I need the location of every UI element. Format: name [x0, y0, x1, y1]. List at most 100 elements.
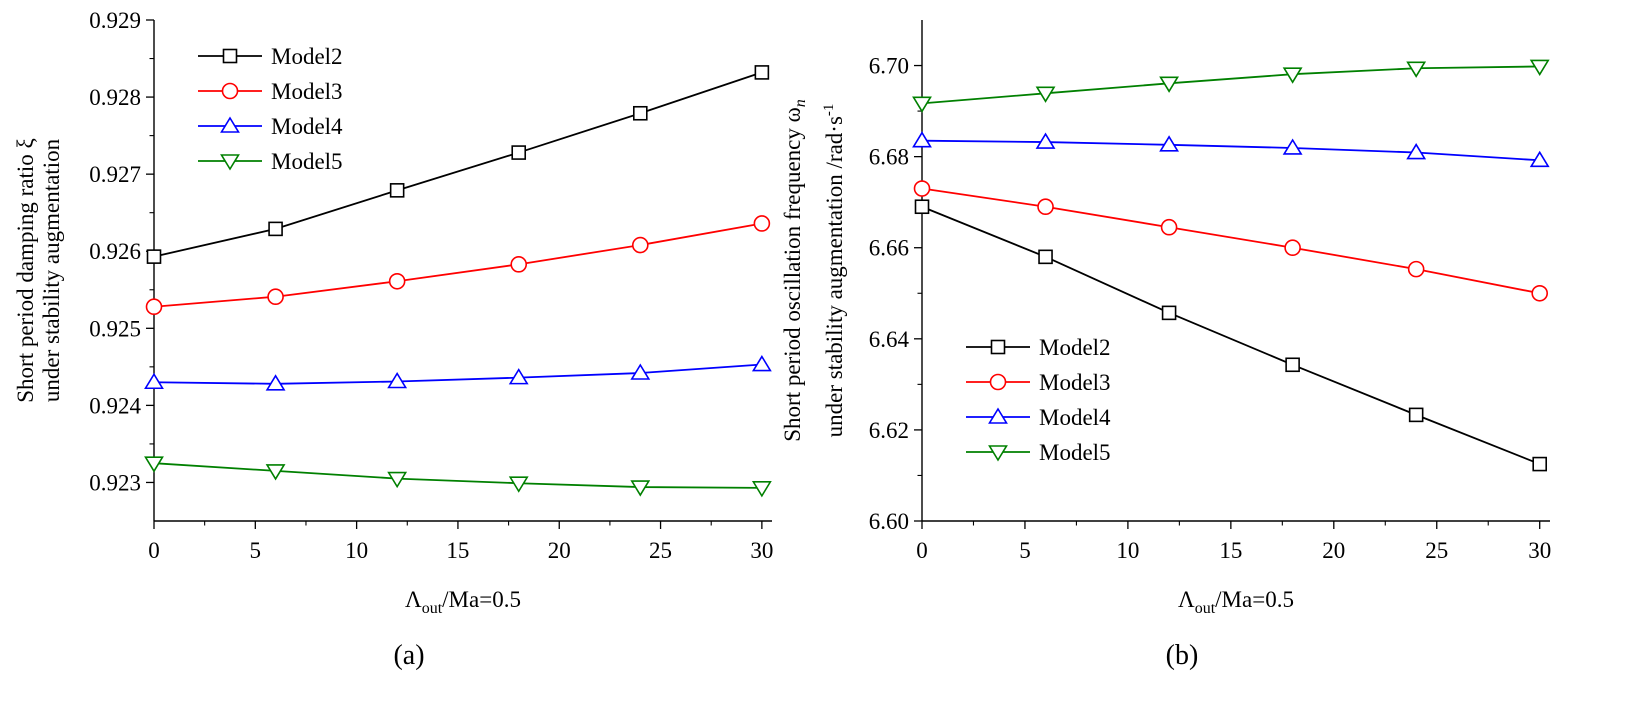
series-model2 — [146, 65, 770, 264]
x-tick-label: 10 — [1116, 538, 1139, 563]
data-point — [751, 354, 772, 372]
y-axis-title-line1: Short period damping ratio ξ — [13, 138, 38, 403]
series-line — [921, 205, 1541, 465]
legend-label: Model2 — [271, 44, 343, 69]
data-point — [387, 371, 408, 389]
data-point — [1037, 198, 1054, 216]
y-tick-label: 0.928 — [89, 85, 141, 110]
data-point — [1532, 456, 1548, 472]
data-point — [754, 65, 770, 80]
legend-item: Model3 — [966, 370, 1111, 395]
y-tick-label: 0.923 — [89, 470, 141, 495]
legend-item: Model4 — [966, 405, 1111, 430]
legend-label: Model2 — [1039, 335, 1111, 360]
series-line — [153, 222, 763, 308]
data-point — [146, 249, 162, 264]
data-point — [144, 372, 164, 390]
data-point — [1038, 249, 1053, 265]
legend-label: Model5 — [271, 149, 343, 174]
data-point — [1406, 61, 1427, 78]
x-tick-label: 15 — [446, 538, 469, 563]
series-model3 — [145, 215, 771, 316]
data-point — [1285, 357, 1300, 373]
data-point — [1407, 260, 1425, 278]
data-point — [510, 256, 528, 273]
y-tick-label: 6.68 — [869, 145, 909, 170]
legend-item: Model2 — [198, 44, 343, 69]
y-tick-label: 0.924 — [89, 393, 141, 418]
series-model3 — [913, 180, 1549, 302]
legend-marker — [989, 373, 1007, 391]
series-model4 — [144, 354, 772, 391]
data-point — [1529, 59, 1550, 76]
legend-item: Model2 — [966, 335, 1111, 360]
panel-label: (b) — [1166, 640, 1199, 671]
data-point — [753, 215, 771, 232]
series-model4 — [912, 131, 1550, 168]
x-tick-label: 25 — [649, 538, 672, 563]
y-tick-label: 6.66 — [869, 236, 909, 261]
data-point — [1161, 305, 1177, 321]
data-point — [389, 183, 405, 198]
legend-label: Model5 — [1039, 440, 1111, 465]
legend-label: Model4 — [271, 114, 343, 139]
data-point — [631, 236, 649, 254]
data-point — [1159, 76, 1180, 93]
y-tick-label: 0.927 — [89, 162, 141, 187]
series-model2 — [914, 199, 1548, 472]
y-tick-label: 6.62 — [869, 418, 909, 443]
series-line — [153, 363, 762, 385]
data-point — [1282, 67, 1303, 84]
x-tick-label: 10 — [345, 538, 368, 563]
legend-marker — [988, 407, 1008, 424]
y-tick-label: 0.929 — [89, 8, 141, 33]
legend-marker — [220, 116, 240, 133]
panel-label: (a) — [393, 640, 424, 671]
data-point — [630, 363, 651, 380]
y-tick-label: 6.70 — [869, 54, 909, 79]
x-tick-label: 0 — [148, 538, 160, 563]
data-point — [265, 464, 286, 481]
legend-marker — [988, 445, 1008, 462]
series-model5 — [912, 59, 1550, 113]
data-point — [1531, 284, 1549, 302]
data-point — [1284, 239, 1301, 257]
x-axis-title: Λout/Ma=0.5 — [1178, 587, 1294, 617]
x-tick-label: 0 — [916, 538, 928, 563]
y-tick-label: 0.926 — [89, 239, 141, 264]
data-point — [1035, 86, 1056, 103]
chart-panel-a: 0 5 10 15 20 25 30 0.923 0.924 0.925 0.926 0.927 0.9… — [13, 8, 773, 671]
legend: Model2 Model3 Model4 Model5 — [198, 44, 343, 174]
data-point — [914, 199, 930, 215]
x-tick-label: 20 — [548, 538, 571, 563]
legend-marker — [990, 339, 1006, 355]
series-model5 — [144, 456, 772, 498]
legend-label: Model4 — [1039, 405, 1111, 430]
data-point — [912, 96, 932, 113]
x-tick-label: 25 — [1425, 538, 1448, 563]
x-tick-label: 20 — [1322, 538, 1345, 563]
y-tick-label: 6.60 — [869, 509, 909, 534]
x-tick-label: 5 — [1019, 538, 1031, 563]
data-point — [508, 368, 529, 385]
series-line — [921, 187, 1540, 295]
legend-marker — [222, 48, 238, 64]
data-point — [1160, 218, 1178, 236]
x-tick-label: 30 — [750, 538, 773, 563]
data-point — [1035, 132, 1056, 149]
data-point — [1159, 135, 1180, 152]
legend-item: Model3 — [198, 79, 343, 104]
series-line — [153, 71, 763, 258]
legend-item: Model5 — [198, 149, 343, 174]
data-point — [511, 145, 527, 160]
data-point — [265, 374, 286, 391]
x-axis-title: Λout/Ma=0.5 — [405, 587, 521, 617]
data-point — [508, 476, 529, 493]
data-point — [267, 288, 284, 306]
data-point — [632, 105, 648, 121]
data-point — [1282, 138, 1303, 155]
series-line — [921, 139, 1540, 162]
series-line — [921, 65, 1540, 105]
data-point — [1408, 407, 1424, 423]
